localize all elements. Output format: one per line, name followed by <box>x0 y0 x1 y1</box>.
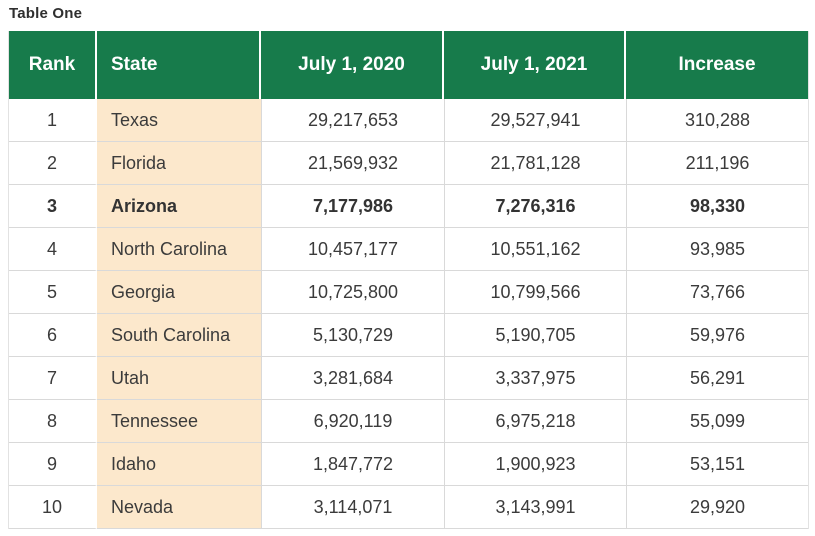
state-cell: Nevada <box>97 486 261 529</box>
pop-2020-cell: 3,281,684 <box>261 357 444 400</box>
column-header-increase: Increase <box>626 31 808 99</box>
increase-cell: 56,291 <box>626 357 808 400</box>
state-cell: Tennessee <box>97 400 261 443</box>
pop-2020-cell: 6,920,119 <box>261 400 444 443</box>
population-table: Rank State July 1, 2020 July 1, 2021 Inc… <box>8 31 809 529</box>
pop-2020-cell: 29,217,653 <box>261 99 444 142</box>
state-cell: Georgia <box>97 271 261 314</box>
table-row: 4 North Carolina 10,457,177 10,551,162 9… <box>9 228 808 271</box>
pop-2020-cell: 10,725,800 <box>261 271 444 314</box>
column-header-july-2021: July 1, 2021 <box>444 31 626 99</box>
rank-cell: 5 <box>9 271 97 314</box>
increase-cell: 310,288 <box>626 99 808 142</box>
increase-cell: 73,766 <box>626 271 808 314</box>
rank-cell: 2 <box>9 142 97 185</box>
state-cell: Idaho <box>97 443 261 486</box>
table-row: 8 Tennessee 6,920,119 6,975,218 55,099 <box>9 400 808 443</box>
rank-cell: 7 <box>9 357 97 400</box>
table-body: 1 Texas 29,217,653 29,527,941 310,288 2 … <box>9 99 808 529</box>
pop-2021-cell: 21,781,128 <box>444 142 626 185</box>
table-row: 10 Nevada 3,114,071 3,143,991 29,920 <box>9 486 808 529</box>
pop-2021-cell: 1,900,923 <box>444 443 626 486</box>
pop-2020-cell: 3,114,071 <box>261 486 444 529</box>
table-title: Table One <box>9 5 83 22</box>
state-cell: North Carolina <box>97 228 261 271</box>
pop-2021-cell: 5,190,705 <box>444 314 626 357</box>
table-row: 6 South Carolina 5,130,729 5,190,705 59,… <box>9 314 808 357</box>
pop-2021-cell: 3,143,991 <box>444 486 626 529</box>
pop-2020-cell: 10,457,177 <box>261 228 444 271</box>
state-cell: Texas <box>97 99 261 142</box>
rank-cell: 10 <box>9 486 97 529</box>
header-row: Rank State July 1, 2020 July 1, 2021 Inc… <box>9 31 808 99</box>
table-row: 2 Florida 21,569,932 21,781,128 211,196 <box>9 142 808 185</box>
increase-cell: 211,196 <box>626 142 808 185</box>
table-row: 7 Utah 3,281,684 3,337,975 56,291 <box>9 357 808 400</box>
increase-cell: 59,976 <box>626 314 808 357</box>
rank-cell: 6 <box>9 314 97 357</box>
state-cell: Utah <box>97 357 261 400</box>
pop-2020-cell: 21,569,932 <box>261 142 444 185</box>
increase-cell: 93,985 <box>626 228 808 271</box>
state-cell: South Carolina <box>97 314 261 357</box>
increase-cell: 29,920 <box>626 486 808 529</box>
increase-cell: 55,099 <box>626 400 808 443</box>
column-header-state: State <box>97 31 261 99</box>
pop-2021-cell: 6,975,218 <box>444 400 626 443</box>
table-row: 5 Georgia 10,725,800 10,799,566 73,766 <box>9 271 808 314</box>
pop-2021-cell: 3,337,975 <box>444 357 626 400</box>
increase-cell: 53,151 <box>626 443 808 486</box>
pop-2020-cell: 7,177,986 <box>261 185 444 228</box>
rank-cell: 4 <box>9 228 97 271</box>
rank-cell: 9 <box>9 443 97 486</box>
rank-cell: 8 <box>9 400 97 443</box>
pop-2020-cell: 1,847,772 <box>261 443 444 486</box>
table-row: 9 Idaho 1,847,772 1,900,923 53,151 <box>9 443 808 486</box>
column-header-july-2020: July 1, 2020 <box>261 31 444 99</box>
increase-cell: 98,330 <box>626 185 808 228</box>
table-row: 3 Arizona 7,177,986 7,276,316 98,330 <box>9 185 808 228</box>
state-cell: Arizona <box>97 185 261 228</box>
rank-cell: 3 <box>9 185 97 228</box>
pop-2021-cell: 10,551,162 <box>444 228 626 271</box>
pop-2020-cell: 5,130,729 <box>261 314 444 357</box>
rank-cell: 1 <box>9 99 97 142</box>
pop-2021-cell: 29,527,941 <box>444 99 626 142</box>
table-header: Rank State July 1, 2020 July 1, 2021 Inc… <box>9 31 808 99</box>
state-cell: Florida <box>97 142 261 185</box>
column-header-rank: Rank <box>9 31 97 99</box>
table-row: 1 Texas 29,217,653 29,527,941 310,288 <box>9 99 808 142</box>
pop-2021-cell: 10,799,566 <box>444 271 626 314</box>
pop-2021-cell: 7,276,316 <box>444 185 626 228</box>
